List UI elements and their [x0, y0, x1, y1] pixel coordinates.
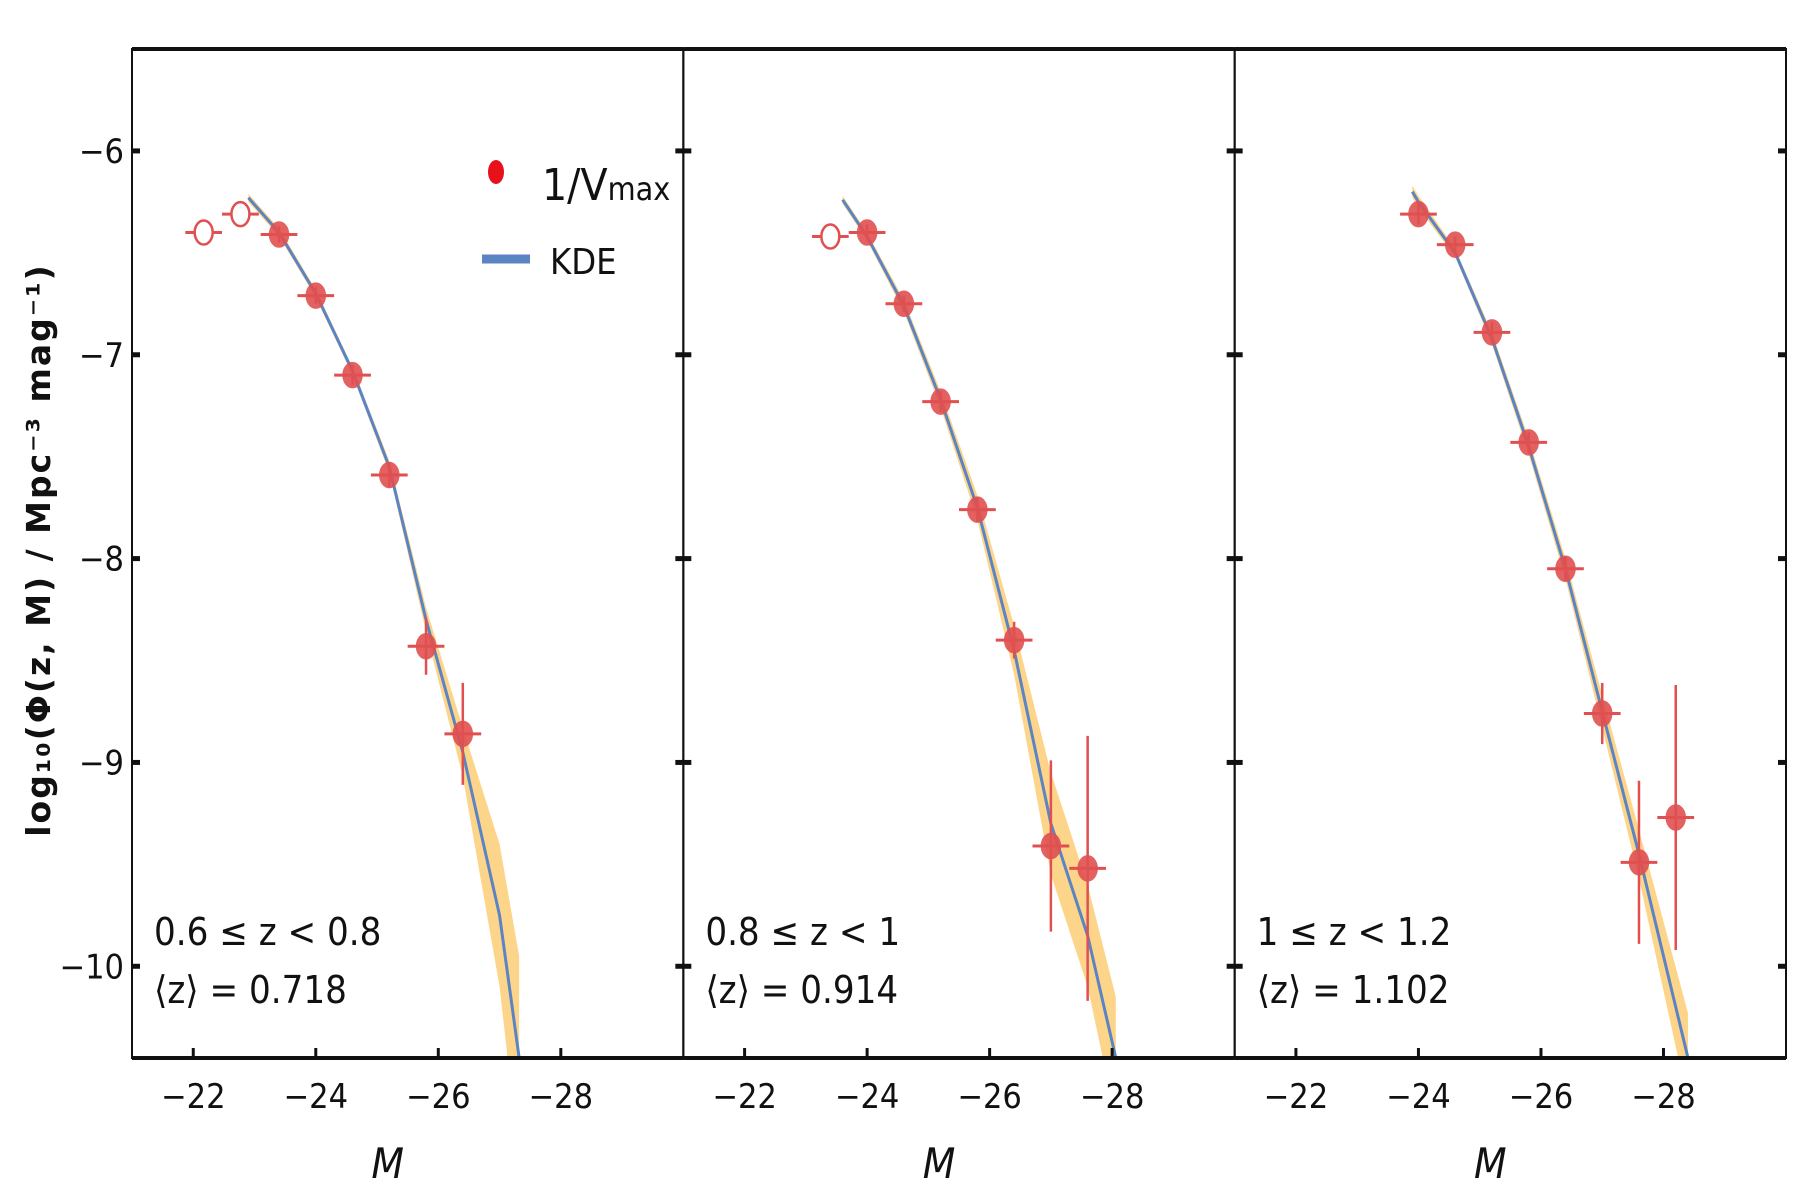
point-marker: [1555, 555, 1576, 583]
x-axis-label: M: [371, 1139, 404, 1188]
y-tick-label: −6: [79, 132, 124, 172]
point-marker: [1665, 804, 1686, 831]
panel-redshift-range: 0.6 ≤ z < 0.8: [154, 910, 381, 954]
x-tick-label: −28: [1080, 1077, 1145, 1117]
open-data-point: [222, 200, 259, 228]
panel-redshift-range: 1 ≤ z < 1.2: [1257, 910, 1452, 954]
data-point: [959, 496, 996, 523]
point-marker: [230, 200, 251, 228]
data-point: [848, 219, 886, 246]
point-marker: [820, 223, 841, 250]
kde-confidence-band: [248, 193, 520, 1058]
x-tick-label: −26: [406, 1077, 471, 1117]
point-marker: [1408, 200, 1429, 228]
point-marker: [268, 221, 290, 248]
data-point: [1620, 780, 1658, 944]
panel-plot-area: [811, 195, 1118, 1058]
y-tick-label: −10: [59, 947, 124, 987]
point-marker: [1518, 429, 1539, 456]
panel-plot-area: [1400, 185, 1695, 1058]
legend-label-points: 1/Vmax: [542, 160, 670, 211]
point-marker: [1040, 832, 1062, 860]
legend-label-kde: KDE: [550, 242, 617, 283]
point-marker: [1591, 700, 1613, 727]
data-point: [1069, 735, 1107, 1001]
y-tick-label: −7: [79, 336, 124, 376]
data-point: [1436, 231, 1474, 258]
point-marker: [305, 282, 327, 309]
x-tick-label: −28: [529, 1077, 594, 1117]
panel-mean-redshift: ⟨z⟩ = 1.102: [1257, 968, 1450, 1012]
panel-mean-redshift: ⟨z⟩ = 0.718: [154, 968, 347, 1012]
x-tick-label: −22: [1264, 1077, 1329, 1117]
data-point: [1400, 200, 1437, 228]
panel-plot-area: [185, 193, 521, 1058]
data-point: [1547, 555, 1584, 583]
kde-line: [1411, 190, 1690, 1058]
data-point: [1473, 319, 1511, 346]
x-axis-label: M: [1474, 1139, 1507, 1188]
open-data-point: [811, 223, 849, 250]
legend-marker-points: [488, 160, 504, 184]
data-point: [1583, 682, 1621, 745]
x-tick-label: −28: [1631, 1077, 1696, 1117]
panel-frame: [682, 48, 1236, 1059]
data-point: [995, 621, 1033, 659]
y-tick-label: −9: [79, 743, 124, 783]
point-marker: [415, 632, 437, 660]
data-point: [297, 282, 335, 309]
data-point: [260, 221, 298, 248]
data-point: [922, 388, 959, 415]
panel-frame: [1233, 48, 1787, 1059]
point-marker: [342, 361, 363, 389]
x-tick-label: −24: [284, 1077, 349, 1117]
data-point: [1032, 760, 1070, 932]
point-marker: [1003, 626, 1025, 654]
panel-redshift-range: 0.8 ≤ z < 1: [705, 910, 900, 954]
point-marker: [379, 461, 400, 489]
point-marker: [1077, 855, 1098, 882]
open-data-point: [185, 219, 223, 246]
data-point: [885, 290, 923, 318]
data-point: [1657, 684, 1695, 950]
x-tick-label: −24: [1386, 1077, 1451, 1117]
panel-3: −22 −24 −26 −28 M 1 ≤ z < 1.2 ⟨z⟩ = 1.102: [1233, 47, 1787, 1188]
panel-2: −22 −24 −26 −28 M 0.8 ≤ z < 1 ⟨z⟩ = 0.914: [682, 47, 1236, 1188]
point-marker: [930, 388, 951, 415]
data-point: [370, 461, 408, 489]
data-point: [334, 361, 371, 389]
data-point: [444, 682, 482, 785]
x-tick-label: −26: [1509, 1077, 1574, 1117]
x-axis-label: M: [923, 1139, 956, 1188]
data-point: [1510, 429, 1548, 456]
y-axis-label: log₁₀(Φ(z, M) / Mpc⁻³ mag⁻¹): [19, 263, 58, 837]
point-marker: [893, 290, 915, 318]
point-marker: [1628, 849, 1650, 876]
point-marker: [193, 219, 214, 246]
point-marker: [1481, 319, 1503, 346]
data-point: [407, 617, 445, 675]
x-tick-label: −22: [161, 1077, 226, 1117]
point-marker: [452, 720, 474, 748]
x-tick-label: −26: [957, 1077, 1022, 1117]
point-marker: [967, 496, 988, 523]
panel-mean-redshift: ⟨z⟩ = 0.914: [705, 968, 898, 1012]
x-tick-label: −24: [835, 1077, 900, 1117]
panel-1: −22 −24 −26 −28 −6 −7 −8 −9 −10 M 0.6 ≤ z < 0.8 ⟨z⟩…: [59, 47, 685, 1188]
point-marker: [1444, 231, 1466, 258]
kde-confidence-band: [1412, 185, 1688, 1058]
point-marker: [856, 219, 878, 246]
y-tick-label: −8: [79, 540, 124, 580]
legend: 1/Vmax KDE: [482, 160, 670, 283]
x-tick-label: −22: [712, 1077, 777, 1117]
